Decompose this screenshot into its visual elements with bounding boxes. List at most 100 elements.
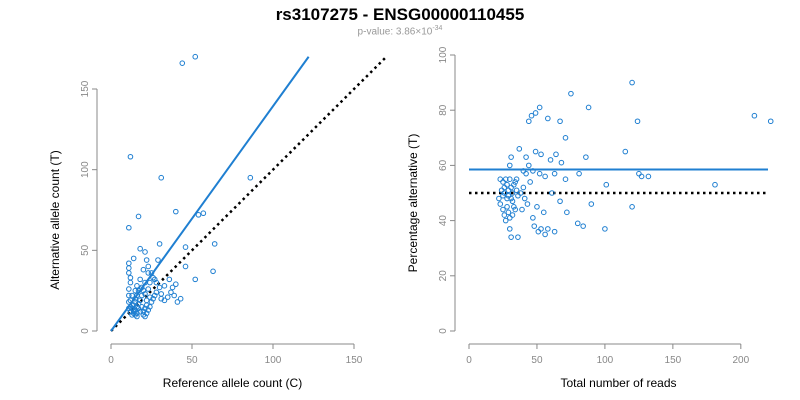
- percentage-alt-data-point: [636, 170, 642, 177]
- percentage-alt-data-point: [629, 204, 635, 210]
- percentage-alt-data-point: [557, 198, 563, 205]
- percentage-alt-data-point: [506, 226, 513, 232]
- percentage-alt-y-tick-label: 60: [438, 159, 449, 171]
- allele-count-data-point: [137, 308, 143, 315]
- percentage-alt-data-point: [509, 212, 516, 218]
- percentage-alt-data-point: [545, 115, 551, 122]
- percentage-alt-data-point: [532, 110, 539, 116]
- allele-count-data-point: [182, 244, 189, 250]
- percentage-alt-data-point: [547, 157, 554, 163]
- percentage-alt-data-point: [508, 184, 514, 191]
- percentage-alt-data-point: [509, 198, 516, 205]
- percentage-alt-data-point: [508, 154, 514, 160]
- percentage-alt-data-point: [634, 118, 641, 125]
- percentage-alt-data-point: [602, 226, 608, 232]
- percentage-alt-data-point: [574, 220, 581, 227]
- percentage-alt-data-point: [622, 148, 629, 155]
- percentage-alt-data-point: [532, 148, 539, 155]
- allele-count-x-tick-label: 100: [265, 355, 282, 366]
- percentage-alt-data-point: [504, 181, 510, 188]
- percentage-alt-data-point: [562, 135, 569, 141]
- percentage-alt-data-point: [508, 234, 514, 240]
- percentage-alt-data-point: [496, 195, 502, 202]
- allele-count-data-point: [129, 292, 135, 299]
- allele-count-data-point: [130, 307, 137, 313]
- percentage-alt-data-point: [502, 176, 509, 182]
- percentage-alt-data-point: [767, 118, 774, 125]
- allele-count-data-point: [171, 292, 177, 299]
- percentage-alt-data-point: [502, 217, 509, 224]
- allele-count-y-axis-label: Alternative allele count (T): [48, 150, 62, 289]
- allele-count-data-point: [132, 312, 139, 318]
- allele-count-data-point: [126, 265, 132, 271]
- allele-count-data-point: [126, 270, 132, 276]
- allele-count-data-point: [156, 241, 163, 247]
- allele-count-data-point: [130, 255, 137, 262]
- allele-count-x-axis-label: Reference allele count (C): [163, 376, 302, 390]
- allele-count-data-point: [134, 313, 140, 320]
- percentage-alt-data-point: [515, 234, 521, 240]
- percentage-alt-data-point: [513, 176, 520, 182]
- allele-count-x-tick-label: 0: [108, 355, 114, 366]
- percentage-alt-data-point: [580, 223, 586, 229]
- allele-count-data-point: [151, 276, 158, 283]
- allele-count-data-point: [134, 283, 140, 289]
- allele-count-data-point: [161, 297, 168, 304]
- percentage-alt-data-point: [520, 184, 527, 191]
- percentage-alt-data-point: [576, 170, 582, 177]
- percentage-alt-data-point: [497, 176, 504, 182]
- percentage-alt-data-point: [524, 201, 531, 207]
- allele-count-data-point: [137, 245, 143, 252]
- allele-count-data-point: [145, 270, 152, 276]
- figure-title: rs3107275 - ENSG00000110455: [275, 5, 525, 24]
- allele-count-data-point: [138, 304, 145, 310]
- percentage-alt-y-tick-label: 40: [438, 215, 449, 227]
- percentage-alt-y-axis-label: Percentage alternative (T): [406, 134, 420, 273]
- allele-count-data-point: [179, 60, 186, 66]
- percentage-alt-x-tick-label: 50: [531, 355, 543, 366]
- allele-count-x-tick-label: 150: [346, 355, 363, 366]
- allele-count-data-point: [192, 53, 199, 60]
- allele-count-data-point: [211, 241, 218, 247]
- percentage-alt-data-point: [512, 206, 519, 213]
- allele-count-scatter-chart: 0 50 100 150 0 50 100 150 Reference allele count…: [48, 53, 388, 390]
- allele-count-data-point: [158, 291, 165, 297]
- allele-count-data-point: [173, 281, 179, 288]
- percentage-alt-data-point: [549, 190, 555, 196]
- percentage-alt-x-tick-label: 150: [665, 355, 682, 366]
- allele-count-data-point: [177, 295, 184, 302]
- percentage-alt-x-tick-label: 0: [466, 355, 472, 366]
- percentage-alt-data-point: [538, 226, 544, 232]
- allele-count-data-point: [143, 310, 150, 317]
- percentage-alt-data-point: [504, 204, 510, 210]
- percentage-alt-data-point: [542, 173, 548, 180]
- allele-count-data-point: [127, 279, 134, 286]
- allele-count-data-point: [135, 213, 142, 220]
- percentage-alternative-scatter-chart: 0 50 100 150 200 0 20 40 60 80 100 Total number of …: [406, 46, 774, 390]
- allele-count-data-point: [137, 276, 143, 283]
- percentage-alt-data-point: [536, 170, 543, 177]
- percentage-alt-y-tick-label: 20: [438, 270, 449, 282]
- percentage-alt-data-point: [500, 192, 506, 199]
- allele-count-data-point: [155, 257, 161, 263]
- percentage-alt-data-point: [629, 79, 635, 86]
- allele-count-data-point: [130, 310, 137, 317]
- allele-count-y-tick-label: 100: [80, 161, 91, 178]
- allele-count-data-point: [145, 286, 152, 292]
- percentage-alt-data-point: [509, 190, 516, 196]
- allele-count-data-point: [147, 304, 153, 310]
- allele-count-data-point: [135, 305, 142, 312]
- allele-count-data-point: [140, 312, 147, 318]
- percentage-alt-data-point: [535, 228, 542, 235]
- percentage-alt-data-point: [545, 226, 551, 232]
- percentage-alt-data-point: [506, 176, 513, 182]
- percentage-alt-data-point: [551, 170, 558, 177]
- allele-count-data-point: [142, 305, 148, 312]
- allele-count-data-point: [150, 274, 156, 281]
- allele-count-data-point: [126, 292, 132, 299]
- allele-count-data-point: [148, 299, 155, 305]
- allele-count-data-point: [195, 212, 202, 218]
- percentage-alt-data-point: [508, 195, 514, 202]
- percentage-alt-x-tick-label: 200: [732, 355, 749, 366]
- pvalue-text: p-value: 3.86×10: [357, 26, 433, 38]
